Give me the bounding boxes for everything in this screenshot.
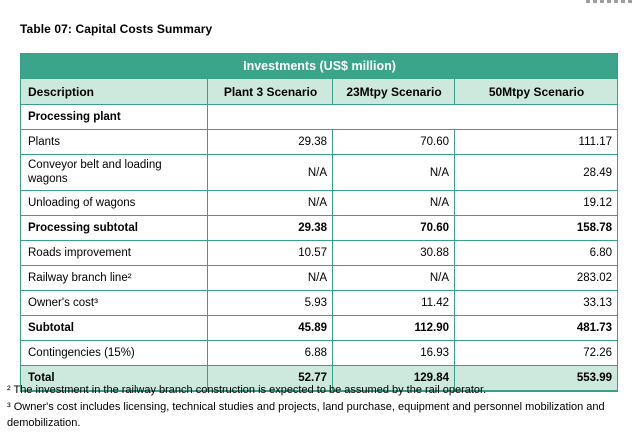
cell-plant3: 45.89 (207, 315, 333, 341)
cell-50mtpy: 553.99 (454, 365, 618, 392)
cell-50mtpy: 283.02 (454, 265, 618, 291)
cell-23mtpy: 70.60 (332, 129, 455, 155)
table-row-total: Total 52.77 129.84 553.99 (20, 365, 618, 392)
cell-plant3: 10.57 (207, 240, 333, 266)
header-50mtpy-scenario: 50Mtpy Scenario (454, 78, 618, 105)
cell-23mtpy: 16.93 (332, 340, 455, 366)
cell-plant3: N/A (207, 154, 333, 191)
column-header-row: Description Plant 3 Scenario 23Mtpy Scen… (20, 78, 618, 105)
cell-description: Roads improvement (20, 240, 208, 266)
cell-description: Total (20, 365, 208, 392)
cell-description: Unloading of wagons (20, 190, 208, 216)
table-row-contingencies: Contingencies (15%) 6.88 16.93 72.26 (20, 340, 618, 366)
table-row-railway-branch-line: Railway branch line² N/A N/A 283.02 (20, 265, 618, 291)
table-row-processing-subtotal: Processing subtotal 29.38 70.60 158.78 (20, 215, 618, 241)
cell-description: Owner's cost³ (20, 290, 208, 316)
cell-23mtpy: 30.88 (332, 240, 455, 266)
table-title: Investments (US$ million) (20, 53, 618, 79)
cell-description: Contingencies (15%) (20, 340, 208, 366)
header-plant3-scenario: Plant 3 Scenario (207, 78, 333, 105)
cell-50mtpy: 72.26 (454, 340, 618, 366)
cell-50mtpy: 111.17 (454, 129, 618, 155)
capital-costs-table: Investments (US$ million) Description Pl… (20, 53, 618, 392)
cell-description: Conveyor belt and loading wagons (20, 154, 208, 191)
cell-50mtpy: 481.73 (454, 315, 618, 341)
cell-plant3: 5.93 (207, 290, 333, 316)
cell-plant3: 6.88 (207, 340, 333, 366)
cell-50mtpy: 28.49 (454, 154, 618, 191)
table-row-conveyor-belt: Conveyor belt and loading wagons N/A N/A… (20, 154, 618, 191)
table-row-owners-cost: Owner's cost³ 5.93 11.42 33.13 (20, 290, 618, 316)
cell-23mtpy: N/A (332, 265, 455, 291)
cell-plant3: 29.38 (207, 129, 333, 155)
cell-23mtpy: N/A (332, 190, 455, 216)
cell-description: Railway branch line² (20, 265, 208, 291)
cell-description: Subtotal (20, 315, 208, 341)
table-row-plants: Plants 29.38 70.60 111.17 (20, 129, 618, 155)
header-description: Description (20, 78, 208, 105)
cell-23mtpy: 11.42 (332, 290, 455, 316)
footnote-owners-cost: ³ Owner's cost includes licensing, techn… (7, 400, 605, 430)
footnote-railway: ² The investment in the railway branch c… (7, 384, 487, 396)
cell-23mtpy: 70.60 (332, 215, 455, 241)
cell-50mtpy: 6.80 (454, 240, 618, 266)
table-row-subtotal: Subtotal 45.89 112.90 481.73 (20, 315, 618, 341)
table-row-processing-plant: Processing plant (20, 104, 618, 130)
cell-description: Plants (20, 129, 208, 155)
table-row-roads-improvement: Roads improvement 10.57 30.88 6.80 (20, 240, 618, 266)
header-23mtpy-scenario: 23Mtpy Scenario (332, 78, 455, 105)
cell-plant3: N/A (207, 190, 333, 216)
cell-50mtpy: 158.78 (454, 215, 618, 241)
cell-empty (207, 104, 618, 130)
table-row-unloading-wagons: Unloading of wagons N/A N/A 19.12 (20, 190, 618, 216)
cropped-header-text-fragment (586, 0, 632, 3)
cell-plant3: N/A (207, 265, 333, 291)
cell-plant3: 29.38 (207, 215, 333, 241)
table-title-band: Investments (US$ million) (20, 53, 618, 79)
footnotes: ² The investment in the railway branch c… (7, 382, 619, 432)
cell-50mtpy: 33.13 (454, 290, 618, 316)
cell-23mtpy: N/A (332, 154, 455, 191)
table-caption: Table 07: Capital Costs Summary (20, 22, 213, 36)
cell-23mtpy: 112.90 (332, 315, 455, 341)
cell-50mtpy: 19.12 (454, 190, 618, 216)
cell-description: Processing subtotal (20, 215, 208, 241)
cell-description: Processing plant (20, 104, 208, 130)
cell-23mtpy: 129.84 (332, 365, 455, 392)
